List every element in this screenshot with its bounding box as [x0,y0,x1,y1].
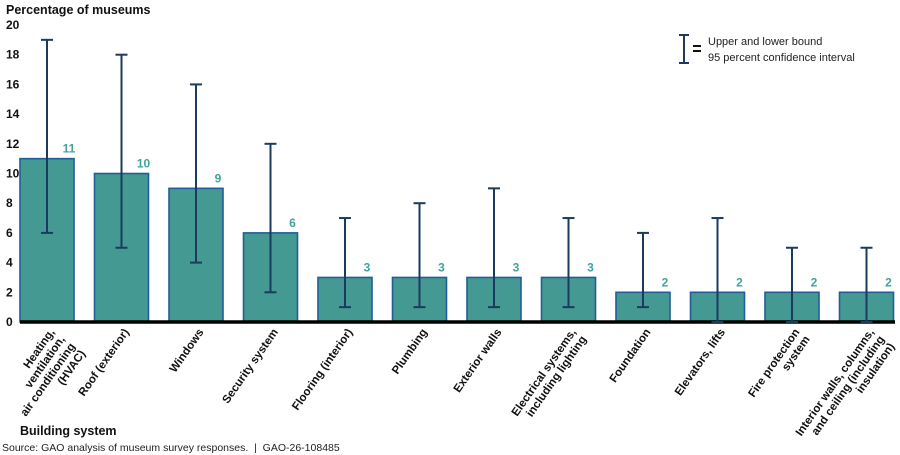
y-tick-label: 12 [6,137,20,151]
y-tick-label: 8 [6,196,13,210]
error-bar [115,53,128,249]
category-label-line: Plumbing [390,327,430,377]
category-label: Fire protectionsystem [746,327,812,407]
y-tick-label: 14 [6,107,20,121]
y-tick-label: 16 [6,77,20,91]
category-label-line: Foundation [608,327,654,385]
category-labels: Heating,ventilation,air conditioning(HVA… [0,327,898,439]
value-label: 2 [736,275,743,289]
y-axis-title: Percentage of museums [6,3,151,17]
value-label: 3 [587,260,594,274]
category-label-line: Roof (exterior) [77,327,132,399]
value-label: 11 [63,142,76,156]
value-labels: 11 10 9 6 3 3 3 3 2 2 2 2 [63,142,893,290]
legend-error-bar-icon [679,34,701,64]
category-label: Roof (exterior) [77,327,132,399]
source-note: Source: GAO analysis of museum survey re… [2,442,340,454]
error-bar [41,38,53,234]
category-label-line: Elevators, lifts [673,327,728,398]
value-label: 3 [513,260,520,274]
category-label: Foundation [608,327,654,385]
value-label: 2 [811,275,818,289]
value-label: 9 [215,171,222,185]
category-label: Elevators, lifts [673,327,728,398]
value-label: 3 [438,260,445,274]
category-label-line: and ceiling (including [810,334,888,438]
value-label: 3 [364,260,371,274]
error-bar [339,217,351,309]
error-bar [711,217,724,323]
error-bar [562,217,575,309]
value-label: 2 [885,275,892,289]
value-label: 10 [137,157,151,171]
x-axis-title: Building system [20,424,117,438]
category-label: Security system [221,327,281,406]
error-bar [413,202,426,309]
legend-line-1: Upper and lower bound [708,36,822,48]
category-label: Flooring (interior) [290,327,355,413]
category-label-line: Security system [221,327,281,406]
error-bar [637,231,649,309]
category-label-line: Windows [168,327,207,375]
y-tick-label: 18 [6,48,20,62]
legend: Upper and lower bound 95 percent confide… [679,34,855,64]
y-tick-label: 2 [6,285,13,299]
error-bar [786,246,798,323]
category-label: Heating,ventilation,air conditioning(HVA… [0,327,88,426]
value-label: 2 [662,275,669,289]
y-axis-ticks: 0 2 4 6 8 10 12 14 16 18 20 [6,18,20,329]
category-label: Plumbing [390,327,430,377]
bars [19,157,895,323]
error-bars [41,38,873,323]
y-tick-label: 0 [6,315,13,329]
category-label: Windows [168,327,207,375]
category-label: Exterior walls [452,327,505,395]
y-tick-label: 4 [6,256,13,270]
value-label: 6 [289,216,296,230]
category-label-line: Flooring (interior) [290,327,355,413]
y-tick-label: 10 [6,167,20,181]
error-bar [488,187,500,309]
y-tick-label: 20 [6,18,20,32]
error-bar [190,83,202,264]
error-bar [264,142,277,294]
category-label-line: Exterior walls [452,327,505,395]
legend-line-2: 95 percent confidence interval [708,52,855,64]
error-bar [860,246,873,323]
y-tick-label: 6 [6,226,13,240]
category-label: Electrical systems,including lighting [510,327,589,426]
